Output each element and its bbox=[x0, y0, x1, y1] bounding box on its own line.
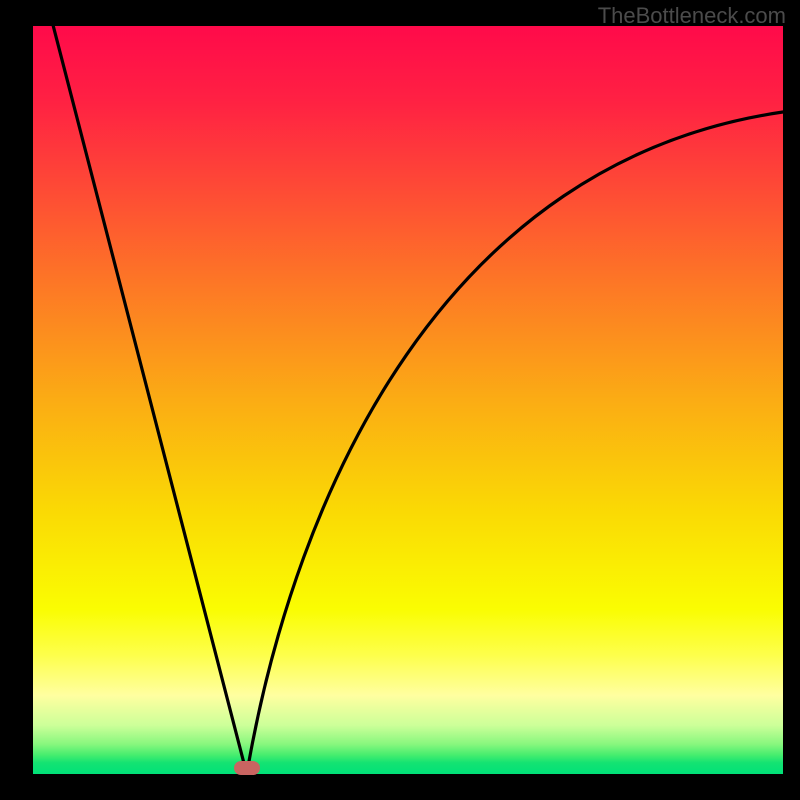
chart-stage: TheBottleneck.com bbox=[0, 0, 800, 800]
watermark-text: TheBottleneck.com bbox=[598, 3, 786, 29]
plot-area bbox=[33, 26, 783, 774]
gradient-background bbox=[33, 26, 783, 774]
optimal-marker bbox=[234, 761, 260, 775]
plot-svg bbox=[33, 26, 783, 774]
